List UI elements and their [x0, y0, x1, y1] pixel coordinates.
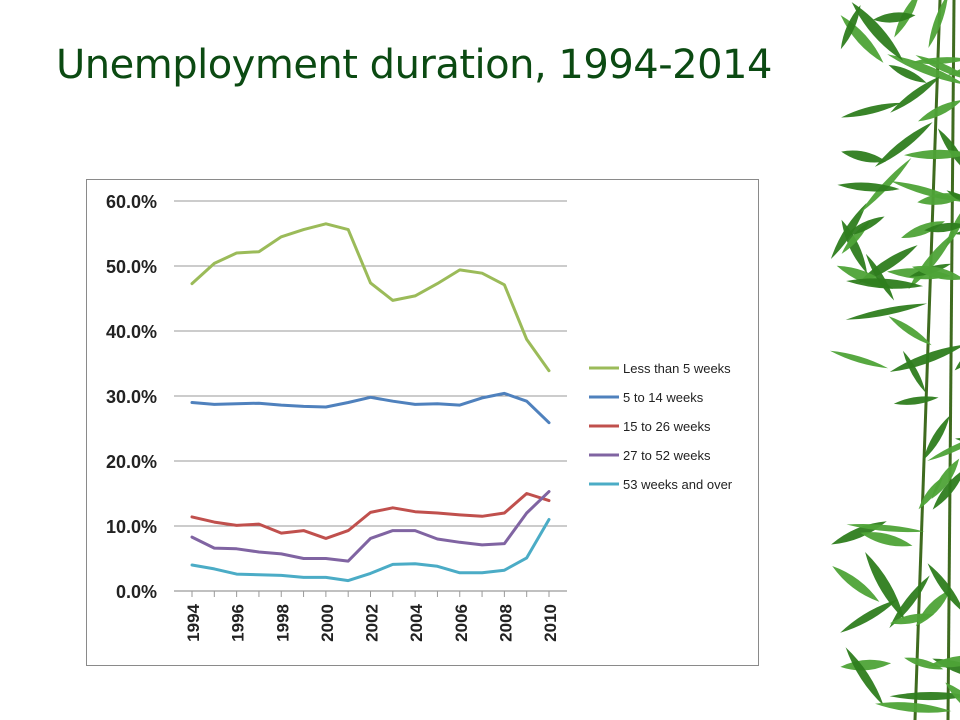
bamboo-leaf — [927, 563, 960, 614]
x-tick-label: 2002 — [363, 604, 382, 642]
x-tick-label: 2000 — [318, 604, 337, 642]
legend-label: 5 to 14 weeks — [623, 390, 704, 405]
legend: Less than 5 weeks 5 to 14 weeks 15 to 26 w… — [589, 361, 733, 492]
bamboo-leaf — [918, 99, 960, 122]
bamboo-leaf — [890, 181, 960, 202]
bamboo-leaf — [865, 552, 905, 620]
chart-canvas: 0.0%10.0%20.0%30.0%40.0%50.0%60.0% 1994 1… — [106, 192, 733, 642]
bamboo-leaf — [932, 468, 960, 510]
y-tick-label: 40.0% — [106, 322, 157, 342]
series-line — [190, 492, 551, 540]
bamboo-leaf — [893, 396, 939, 405]
bamboo-leaf — [873, 12, 916, 23]
bamboo-leaf — [840, 659, 892, 671]
bamboo-leaf — [841, 102, 902, 118]
y-tick-label: 50.0% — [106, 257, 157, 277]
series-line — [190, 490, 551, 563]
bamboo-leaf — [924, 222, 960, 233]
x-tick-label: 1998 — [273, 604, 292, 642]
bamboo-leaf — [888, 316, 932, 346]
x-tick-label: 2004 — [407, 603, 426, 641]
bamboo-leaf — [846, 278, 924, 289]
bamboo-leaf — [858, 245, 918, 284]
legend-label: 27 to 52 weeks — [623, 448, 711, 463]
legend-label: Less than 5 weeks — [623, 361, 731, 376]
legend-label: 15 to 26 weeks — [623, 419, 711, 434]
bamboo-leaf — [889, 575, 930, 629]
bamboo-stalk — [946, 0, 956, 720]
bamboo-leaf — [840, 599, 898, 633]
x-tick-label: 1996 — [229, 604, 248, 642]
bamboo-leaf — [874, 122, 933, 167]
bamboo-leaf — [954, 341, 960, 371]
x-tick-label: 2008 — [496, 604, 515, 642]
y-axis-labels: 0.0% 10.0% 20.0% 30.0% 40.0% 50.0% 60.0% — [106, 192, 157, 602]
y-tick-label: 30.0% — [106, 387, 157, 407]
bamboo-leaf — [912, 265, 960, 281]
bamboo-leaf — [844, 216, 885, 237]
bamboo-leaf — [837, 182, 900, 192]
bamboo-leaf — [832, 566, 880, 602]
bamboo-leaf — [946, 190, 960, 211]
bamboo-leaf — [841, 150, 887, 163]
bamboo-leaf — [911, 57, 960, 65]
series-lines — [190, 222, 551, 583]
bamboo-leaf — [846, 523, 925, 533]
slide-title: Unemployment duration, 1994-2014 — [56, 42, 772, 88]
bamboo-leaf — [904, 149, 960, 160]
bamboo-leaf — [931, 458, 960, 499]
bamboo-leaf — [904, 657, 944, 670]
x-tick-label: 1994 — [184, 603, 203, 641]
bamboo-leaf — [865, 253, 895, 301]
y-tick-label: 60.0% — [106, 192, 157, 212]
bamboo-leaf — [928, 655, 960, 668]
series-line — [190, 518, 551, 583]
y-tick-label: 20.0% — [106, 452, 157, 472]
bamboo-leaves-decoration — [830, 0, 960, 720]
line-chart: 0.0% 10.0% 20.0% 30.0% 40.0% 50.0% 60.0% 1994 1… — [86, 179, 759, 666]
bamboo-leaf — [927, 433, 960, 461]
legend-label: 53 weeks and over — [623, 477, 733, 492]
bamboo-leaf — [923, 415, 950, 461]
bamboo-leaf — [889, 344, 960, 372]
x-axis-labels: 1994 1996 1998 2000 2002 2004 2006 2008 2010 — [184, 603, 560, 641]
bamboo-leaf — [887, 54, 960, 85]
bamboo-leaf — [845, 303, 928, 320]
bamboo-leaf — [890, 76, 941, 113]
bamboo-leaf — [889, 692, 960, 701]
x-tick-label: 2010 — [541, 604, 560, 642]
bamboo-leaf — [928, 0, 949, 48]
bamboo-leaf — [830, 350, 889, 369]
bamboo-leaf — [945, 682, 960, 720]
x-tick-label: 2006 — [452, 604, 471, 642]
bamboo-leaf — [888, 64, 927, 83]
bamboo-leaf — [840, 5, 861, 50]
bamboo-leaf — [845, 647, 884, 706]
series-line — [190, 222, 551, 373]
bamboo-leaf — [860, 532, 913, 547]
y-tick-label: 0.0% — [116, 582, 157, 602]
y-tick-label: 10.0% — [106, 517, 157, 537]
bamboo-leaf — [889, 613, 934, 625]
series-line — [190, 391, 551, 425]
bamboo-leaf — [901, 221, 945, 238]
bamboo-leaf — [875, 702, 952, 713]
bamboo-leaf — [851, 2, 903, 61]
